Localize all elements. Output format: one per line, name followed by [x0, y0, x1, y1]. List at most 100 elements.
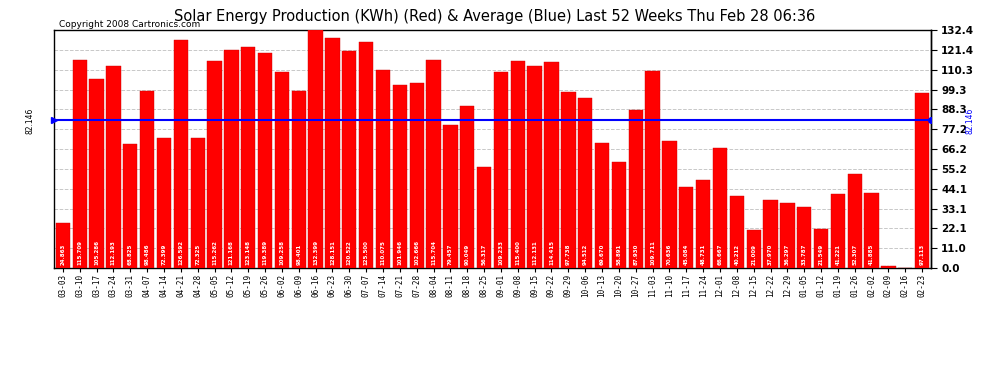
Text: 1.413: 1.413	[886, 248, 891, 266]
Text: 97.738: 97.738	[566, 244, 571, 266]
Text: 72.399: 72.399	[161, 244, 166, 266]
Bar	[831, 194, 845, 268]
Text: 126.592: 126.592	[178, 240, 183, 266]
Text: 90.049: 90.049	[464, 244, 469, 266]
Bar	[55, 224, 70, 268]
Bar	[326, 38, 340, 268]
Bar	[89, 79, 104, 268]
Bar	[207, 61, 222, 268]
Bar	[258, 53, 272, 268]
Bar	[915, 93, 930, 268]
Bar	[494, 72, 508, 268]
Text: 121.168: 121.168	[229, 240, 234, 266]
Text: 98.401: 98.401	[296, 244, 301, 266]
Bar	[123, 144, 138, 268]
Bar	[645, 71, 659, 268]
Bar	[797, 207, 812, 268]
Bar	[763, 200, 778, 268]
Text: 41.885: 41.885	[869, 244, 874, 266]
Bar	[190, 138, 205, 268]
Text: 98.486: 98.486	[145, 244, 149, 266]
Bar	[241, 46, 255, 268]
Text: 82.146: 82.146	[965, 107, 974, 134]
Bar	[814, 230, 829, 268]
Text: 114.415: 114.415	[549, 240, 554, 266]
Bar	[393, 85, 407, 268]
Text: 132.399: 132.399	[313, 240, 318, 266]
Bar	[561, 92, 575, 268]
Bar	[662, 141, 676, 268]
Text: 123.148: 123.148	[246, 240, 250, 266]
Text: 109.233: 109.233	[498, 240, 504, 266]
Text: 115.704: 115.704	[431, 240, 436, 266]
Bar	[595, 143, 609, 268]
Bar	[629, 110, 643, 268]
Text: 82.146: 82.146	[26, 107, 35, 134]
Bar	[847, 174, 862, 268]
Text: 128.151: 128.151	[330, 240, 335, 266]
Text: 112.193: 112.193	[111, 240, 116, 266]
Text: 48.731: 48.731	[701, 244, 706, 266]
Bar	[376, 70, 390, 268]
Text: 24.863: 24.863	[60, 244, 65, 266]
Text: 21.009: 21.009	[751, 244, 756, 266]
Bar	[511, 61, 525, 268]
Bar	[292, 91, 306, 268]
Bar	[106, 66, 121, 268]
Text: 33.787: 33.787	[802, 244, 807, 266]
Bar	[173, 40, 188, 268]
Bar	[156, 138, 171, 268]
Text: 115.400: 115.400	[516, 240, 521, 266]
Bar	[612, 162, 626, 268]
Bar	[881, 266, 896, 268]
Text: 119.389: 119.389	[262, 240, 267, 266]
Text: 115.262: 115.262	[212, 240, 217, 266]
Text: 21.549: 21.549	[819, 244, 824, 266]
Text: 40.212: 40.212	[735, 244, 740, 266]
Bar	[780, 203, 795, 268]
Text: 70.636: 70.636	[667, 244, 672, 266]
Text: 97.113: 97.113	[920, 244, 925, 266]
Bar	[410, 84, 424, 268]
Bar	[140, 91, 154, 268]
Text: 112.131: 112.131	[533, 241, 538, 266]
Text: 52.307: 52.307	[852, 244, 857, 266]
Text: 58.891: 58.891	[617, 244, 622, 266]
Text: 101.946: 101.946	[397, 240, 402, 266]
Text: 102.666: 102.666	[414, 240, 419, 266]
Bar	[713, 148, 727, 268]
Text: Copyright 2008 Cartronics.com: Copyright 2008 Cartronics.com	[58, 20, 200, 29]
Bar	[696, 180, 710, 268]
Text: 69.670: 69.670	[600, 244, 605, 266]
Bar	[544, 62, 558, 268]
Text: 37.970: 37.970	[768, 244, 773, 266]
Text: 110.075: 110.075	[380, 240, 385, 266]
Text: 125.500: 125.500	[363, 240, 368, 266]
Bar	[359, 42, 373, 268]
Bar	[224, 50, 239, 268]
Bar	[730, 196, 744, 268]
Text: 120.522: 120.522	[346, 241, 351, 266]
Bar	[528, 66, 542, 268]
Text: Solar Energy Production (KWh) (Red) & Average (Blue) Last 52 Weeks Thu Feb 28 06: Solar Energy Production (KWh) (Red) & Av…	[174, 9, 816, 24]
Bar	[864, 193, 879, 268]
Text: 105.286: 105.286	[94, 240, 99, 266]
Bar	[343, 51, 356, 268]
Text: 109.258: 109.258	[279, 240, 284, 266]
Text: 109.711: 109.711	[650, 240, 655, 266]
Text: 36.297: 36.297	[785, 244, 790, 266]
Text: 72.325: 72.325	[195, 244, 200, 266]
Bar	[444, 125, 457, 268]
Bar	[477, 167, 491, 268]
Bar	[578, 98, 592, 268]
Text: 79.457: 79.457	[447, 244, 452, 266]
Bar	[72, 60, 87, 268]
Text: 68.825: 68.825	[128, 244, 133, 266]
Text: 45.084: 45.084	[684, 244, 689, 266]
Text: 0.000: 0.000	[903, 248, 908, 266]
Bar	[309, 30, 323, 268]
Text: 115.709: 115.709	[77, 240, 82, 266]
Bar	[679, 187, 693, 268]
Bar	[427, 60, 441, 268]
Text: 41.221: 41.221	[836, 244, 841, 266]
